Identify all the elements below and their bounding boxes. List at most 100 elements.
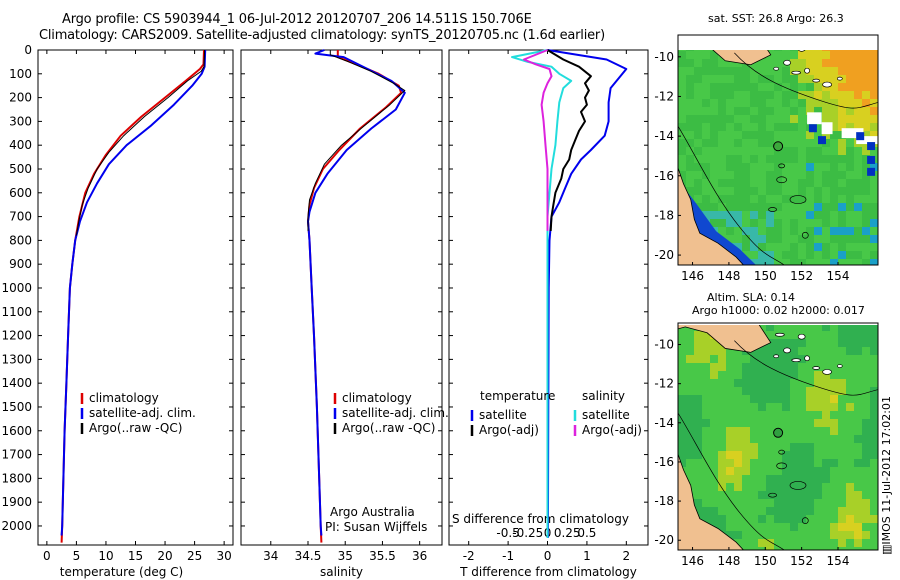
depth-tick-label: 600 xyxy=(9,186,32,200)
sst-map-ytick-label: -16 xyxy=(654,169,674,183)
sst-map-title: sat. SST: 26.8 Argo: 26.3 xyxy=(708,12,844,25)
sst-map-xtick-label: 150 xyxy=(754,269,777,283)
depth-tick-label: 900 xyxy=(9,257,32,271)
sla-map-xtick-label: 150 xyxy=(754,554,777,568)
sla-map-subtitle: Argo h1000: 0.02 h2000: 0.017 xyxy=(692,304,865,317)
note-line-1: Argo Australia xyxy=(330,505,415,519)
depth-tick-label: 1900 xyxy=(1,495,32,509)
maps-layer: 146 148 150 152 154 -10 -12 -14 -16 -18 -20 146 148 1… xyxy=(654,34,879,568)
temperature-x-axis-label: temperature (deg C) xyxy=(60,565,183,579)
note-line-2: PI: Susan Wijffels xyxy=(325,520,427,534)
depth-tick-label: 200 xyxy=(9,91,32,105)
chart-subtitle: Climatology: CARS2009. Satellite-adjuste… xyxy=(39,28,605,43)
difference-xtick-label: 1 xyxy=(583,549,591,563)
sst-map-field xyxy=(678,50,878,265)
diff-legend-label: satellite xyxy=(582,408,630,422)
temperature-series-satellite-adj-clim- xyxy=(60,49,207,536)
depth-tick-label: 1700 xyxy=(1,448,32,462)
sla-map-xtick-label: 152 xyxy=(790,554,813,568)
sla-map-title: Altim. SLA: 0.14 xyxy=(707,291,796,304)
diff-legend-label: satellite xyxy=(479,408,527,422)
difference-xtick-label: -1 xyxy=(502,549,514,563)
salinity-x-axis-label: salinity xyxy=(320,565,363,579)
salinity-legend-label: satellite-adj. clim. xyxy=(342,406,449,420)
depth-tick-label: 0 xyxy=(24,43,32,57)
sst-map-ytick-label: -14 xyxy=(654,129,674,143)
salinity-xtick-label: 36 xyxy=(412,549,427,563)
sla-map-ytick-label: -12 xyxy=(654,377,674,391)
sla-map-ytick-label: -10 xyxy=(654,338,674,352)
sst-map-ytick-label: -20 xyxy=(654,248,674,262)
s-diff-tick-label: -0.25 xyxy=(512,526,543,540)
temperature-xtick-label: 0 xyxy=(43,549,51,563)
sla-map-ytick-label: -20 xyxy=(654,533,674,547)
salinity-xtick-label: 34.5 xyxy=(295,549,322,563)
temperature-xtick-label: 10 xyxy=(98,549,113,563)
sst-map-xtick-label: 146 xyxy=(681,269,704,283)
depth-tick-label: 800 xyxy=(9,233,32,247)
salinity-series-argo-raw-qc- xyxy=(307,50,406,231)
difference-xtick-label: 0 xyxy=(544,549,552,563)
depth-tick-label: 400 xyxy=(9,138,32,152)
difference-series-temperature-argo-adj- xyxy=(546,49,592,231)
depth-tick-label: 300 xyxy=(9,114,32,128)
depth-tick-label: 1400 xyxy=(1,376,32,390)
difference-series-salinity-argo-adj- xyxy=(522,49,553,231)
sst-map-xtick-label: 152 xyxy=(790,269,813,283)
s-diff-axis-label: S difference from climatology xyxy=(452,512,629,526)
sst-map-xtick-label: 148 xyxy=(717,269,740,283)
sla-map-frame xyxy=(677,322,879,551)
depth-tick-label: 100 xyxy=(9,67,32,81)
salinity-xtick-label: 35.5 xyxy=(369,549,396,563)
temperature-legend-label: climatology xyxy=(89,391,159,405)
s-diff-tick-label: -0.5 xyxy=(496,526,519,540)
salinity-plot-frame xyxy=(240,49,443,546)
sst-map-xtick-label: 154 xyxy=(827,269,850,283)
chart-title: Argo profile: CS 5903944_1 06-Jul-2012 2… xyxy=(62,12,532,27)
salinity-legend-label: Argo(..raw -QC) xyxy=(342,421,435,435)
difference-xtick-label: 2 xyxy=(623,549,631,563)
diff-legend-header-salinity: salinity xyxy=(582,389,625,403)
salinity-xtick-label: 35 xyxy=(338,549,353,563)
depth-tick-label: 1500 xyxy=(1,400,32,414)
sla-map-xtick-label: 154 xyxy=(827,554,850,568)
sla-map-ytick-label: -18 xyxy=(654,494,674,508)
depth-tick-label: 1000 xyxy=(1,281,32,295)
depth-tick-label: 500 xyxy=(9,162,32,176)
sst-map-argo-marker xyxy=(773,141,784,152)
salinity-legend-label: climatology xyxy=(342,391,412,405)
sst-map-ytick-label: -10 xyxy=(654,50,674,64)
temperature-legend-label: Argo(..raw -QC) xyxy=(89,421,182,435)
s-diff-tick-label: 0.5 xyxy=(577,526,596,540)
temperature-xtick-label: 5 xyxy=(73,549,81,563)
depth-tick-label: 700 xyxy=(9,210,32,224)
diff-legend-label: Argo(-adj) xyxy=(582,423,642,437)
temperature-legend-label: satellite-adj. clim. xyxy=(89,406,196,420)
depth-tick-label: 1200 xyxy=(1,329,32,343)
diff-legend-label: Argo(-adj) xyxy=(479,423,539,437)
sla-map-ytick-label: -16 xyxy=(654,455,674,469)
sla-map-field xyxy=(678,325,878,550)
temperature-xtick-label: 30 xyxy=(216,549,231,563)
salinity-xtick-label: 34 xyxy=(263,549,278,563)
depth-tick-label: 2000 xyxy=(1,519,32,533)
sla-map-ytick-label: -14 xyxy=(654,416,674,430)
depth-tick-label: 1800 xyxy=(1,471,32,485)
temperature-xtick-label: 25 xyxy=(187,549,202,563)
depth-tick-label: 1100 xyxy=(1,305,32,319)
depth-tick-label: 1300 xyxy=(1,352,32,366)
depth-tick-label: 1600 xyxy=(1,424,32,438)
temperature-series-argo-raw-qc- xyxy=(75,49,206,236)
sla-map-argo-marker xyxy=(773,427,784,438)
sla-map-xtick-label: 148 xyxy=(717,554,740,568)
plots-layer: 0 5 10 15 20 25 300100200300400500600700800900… xyxy=(1,43,649,579)
difference-xtick-label: -2 xyxy=(463,549,475,563)
diff-legend-header-temperature: temperature xyxy=(480,389,555,403)
temperature-xtick-label: 15 xyxy=(128,549,143,563)
sst-map-ytick-label: -18 xyxy=(654,208,674,222)
sst-map-ytick-label: -12 xyxy=(654,89,674,103)
difference-series-temperature-satellite xyxy=(546,49,628,538)
s-diff-tick-label: 0.25 xyxy=(554,526,581,540)
sst-map-frame xyxy=(677,34,879,266)
